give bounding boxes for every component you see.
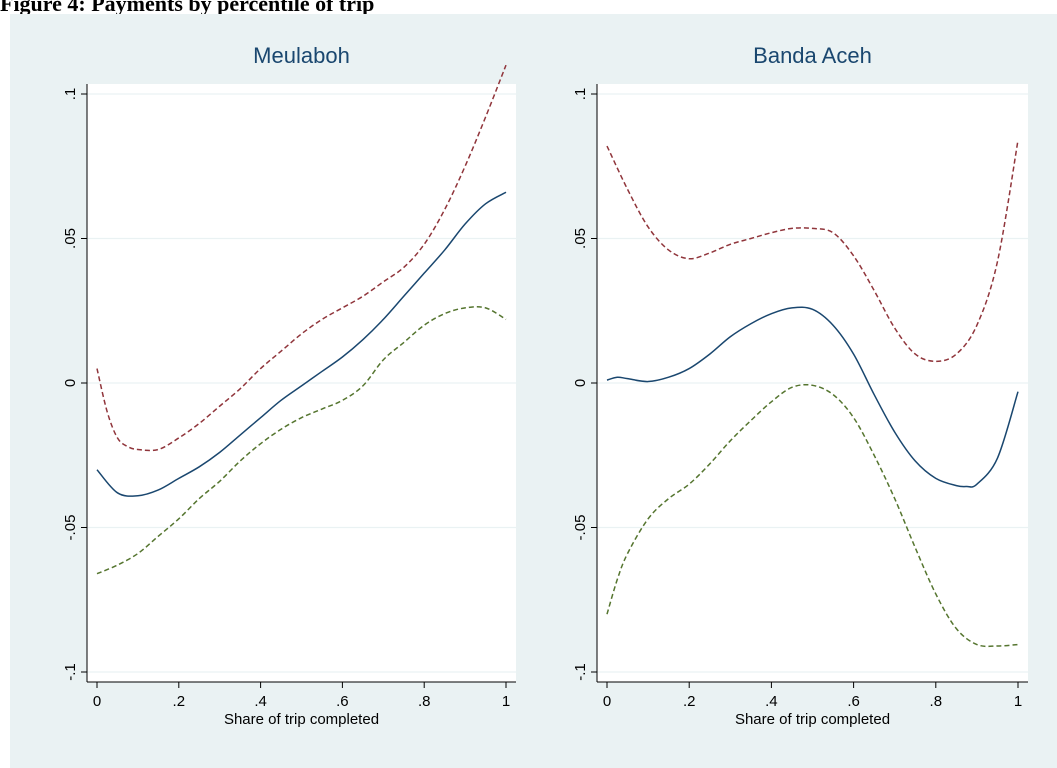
x-tick-label: 0 (603, 693, 611, 710)
x-tick-label: .8 (930, 693, 943, 710)
y-tick-label: .1 (62, 88, 79, 101)
panel-0: Meulaboh -.1 -.05 0 .05 .1 0 .2 .4 .6 .8 1 Share of … (62, 43, 516, 728)
x-axis-title: Share of trip completed (224, 711, 379, 728)
y-tick-label: .1 (572, 88, 589, 101)
y-tick-label: -.1 (62, 663, 79, 681)
panel-title: Banda Aceh (753, 43, 872, 68)
figure-canvas: Meulaboh -.1 -.05 0 .05 .1 0 .2 .4 .6 .8 1 Share of … (10, 14, 1057, 768)
x-axis-title: Share of trip completed (735, 711, 890, 728)
series-upper-ci-line (96, 64, 507, 452)
panel-title: Meulaboh (253, 43, 350, 68)
x-tick-label: .6 (847, 693, 860, 710)
x-tick-label: 1 (1014, 693, 1022, 710)
x-tick-label: .6 (336, 693, 349, 710)
y-tick-label: .05 (572, 228, 589, 249)
x-tick-label: .2 (173, 693, 186, 710)
series-estimate-line (606, 306, 1019, 488)
panel-1: Banda Aceh -.1 -.05 0 .05 .1 0 .2 .4 .6 .8 1 Share o… (572, 43, 1028, 728)
y-tick-label: -.05 (62, 515, 79, 541)
y-tick-label: .05 (62, 228, 79, 249)
y-tick-label: -.1 (572, 663, 589, 681)
x-tick-label: .4 (765, 693, 778, 710)
series-lower-ci-line (96, 306, 507, 575)
x-tick-label: 0 (93, 693, 101, 710)
series-estimate-line (96, 191, 507, 497)
x-tick-label: 1 (502, 693, 510, 710)
y-tick-label: 0 (62, 379, 79, 387)
x-tick-label: .2 (683, 693, 696, 710)
figure-title: Figure 4: Payments by percentile of trip (0, 0, 375, 16)
chart-panels: Meulaboh -.1 -.05 0 .05 .1 0 .2 .4 .6 .8 1 Share of … (62, 43, 1028, 728)
x-tick-label: .8 (418, 693, 431, 710)
x-tick-label: .4 (254, 693, 267, 710)
y-tick-label: -.05 (572, 515, 589, 541)
y-tick-label: 0 (572, 379, 589, 387)
series-upper-ci-line (606, 140, 1019, 363)
